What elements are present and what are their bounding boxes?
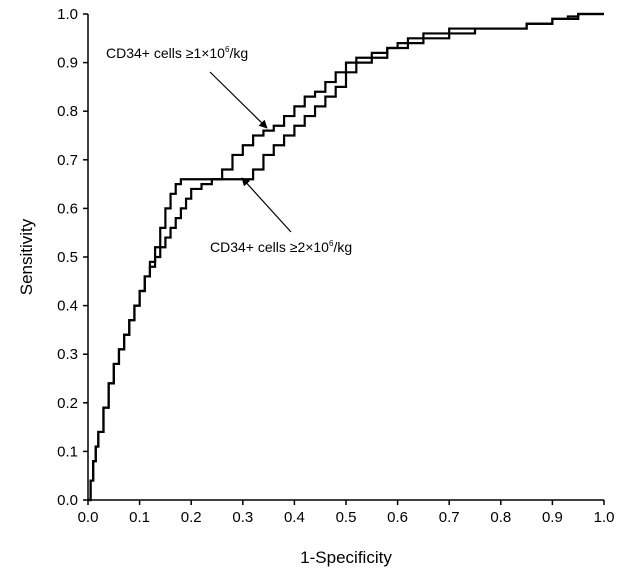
y-ticks: 0.0 0.1 0.2 0.3 0.4 0.5 0.6 0.7 0.8 0.9 1.0	[57, 6, 88, 509]
x-tick-label: 0.9	[542, 509, 563, 526]
annotation-2: CD34+ cells ≥2×106/kg	[210, 177, 352, 255]
y-tick-label: 0.4	[57, 298, 78, 315]
annotation-1-label: CD34+ cells ≥1×106/kg	[106, 45, 248, 61]
x-axis-title: 1-Specificity	[300, 548, 392, 567]
y-tick-label: 0.0	[57, 492, 78, 509]
x-tick-label: 0.0	[78, 509, 99, 526]
y-tick-label: 0.8	[57, 103, 78, 120]
x-tick-label: 0.3	[232, 509, 253, 526]
x-tick-label: 0.8	[490, 509, 511, 526]
annotation-1: CD34+ cells ≥1×106/kg	[106, 45, 268, 129]
x-tick-label: 0.7	[439, 509, 460, 526]
y-tick-label: 0.6	[57, 200, 78, 217]
y-tick-label: 0.5	[57, 249, 78, 266]
y-axis-title: Sensitivity	[17, 218, 36, 295]
x-tick-label: 0.6	[387, 509, 408, 526]
series-group	[88, 12, 604, 502]
x-tick-label: 1.0	[594, 509, 615, 526]
x-tick-label: 0.5	[336, 509, 357, 526]
y-tick-label: 0.3	[57, 346, 78, 363]
y-tick-label: 0.9	[57, 55, 78, 72]
y-tick-label: 0.2	[57, 395, 78, 412]
series-line-2	[88, 12, 604, 502]
annotation-2-label: CD34+ cells ≥2×106/kg	[210, 239, 352, 255]
x-tick-label: 0.1	[129, 509, 150, 526]
y-tick-label: 1.0	[57, 6, 78, 23]
y-tick-label: 0.1	[57, 443, 78, 460]
annotation-1-arrow	[209, 71, 268, 129]
x-tick-label: 0.2	[181, 509, 202, 526]
y-tick-label: 0.7	[57, 152, 78, 169]
annotation-2-arrow	[241, 177, 292, 233]
x-tick-label: 0.4	[284, 509, 305, 526]
x-ticks: 0.0 0.1 0.2 0.3 0.4 0.5 0.6 0.7 0.8 0.9 1.0	[78, 500, 615, 526]
